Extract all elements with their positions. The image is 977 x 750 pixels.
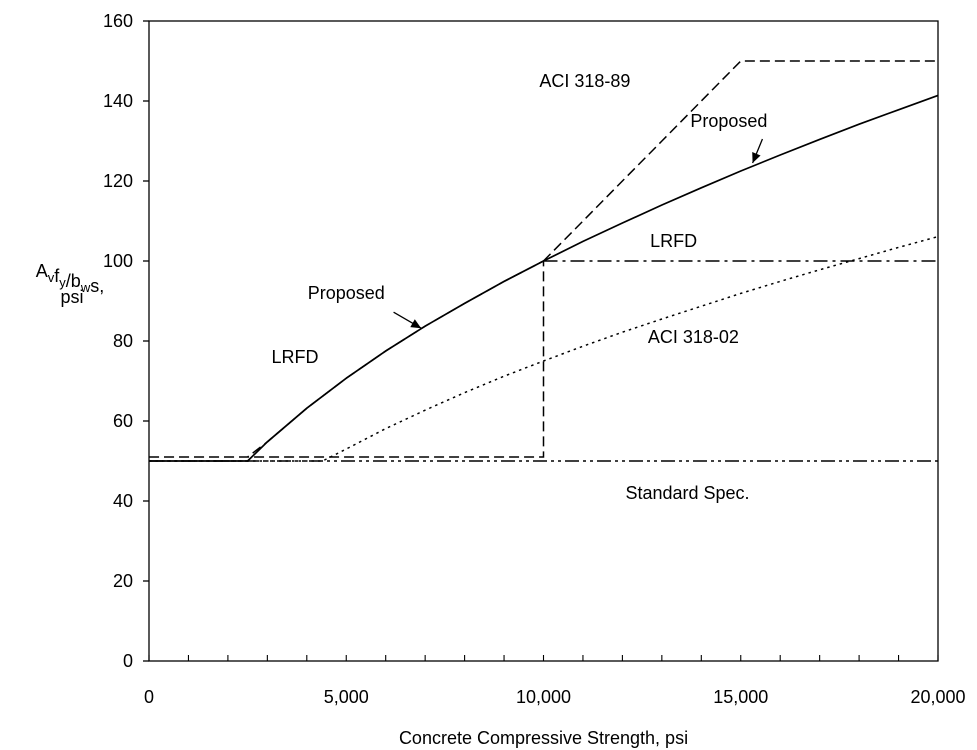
annotation-label: LRFD xyxy=(650,231,697,251)
plot-area xyxy=(143,20,939,662)
y-axis-label-unit: psi xyxy=(60,287,83,307)
x-tick-label: 20,000 xyxy=(910,687,965,707)
x-tick-label: 10,000 xyxy=(516,687,571,707)
y-tick-label: 140 xyxy=(103,91,133,111)
y-tick-label: 60 xyxy=(113,411,133,431)
annotation-label: LRFD xyxy=(271,347,318,367)
annotation-label: Proposed xyxy=(308,283,385,303)
y-tick-label: 160 xyxy=(103,11,133,31)
y-tick-label: 100 xyxy=(103,251,133,271)
annotation-label: Proposed xyxy=(690,111,767,131)
y-tick-label: 0 xyxy=(123,651,133,671)
y-tick-label: 40 xyxy=(113,491,133,511)
annotation-label: Standard Spec. xyxy=(625,483,749,503)
y-tick-label: 20 xyxy=(113,571,133,591)
series-line-lrfd-1 xyxy=(149,259,545,458)
x-axis-label: Concrete Compressive Strength, psi xyxy=(399,728,688,748)
annotation-label: ACI 318-89 xyxy=(539,71,630,91)
y-tick-label: 120 xyxy=(103,171,133,191)
annotation-label: ACI 318-02 xyxy=(648,327,739,347)
chart-labels: 0 20 40 60 80 100 120 140 160 0 5,000 10,000 15,000 2… xyxy=(36,11,966,748)
x-tick-label: 15,000 xyxy=(713,687,768,707)
chart-marks xyxy=(149,60,939,462)
annotation-arrowhead xyxy=(752,152,761,163)
series-line-aci-318-89-3 xyxy=(542,60,938,262)
x-tick-label: 5,000 xyxy=(324,687,369,707)
y-tick-label: 80 xyxy=(113,331,133,351)
y-axis-label: Avfy/bws, xyxy=(36,261,104,296)
annotation-arrowhead xyxy=(410,319,422,329)
x-tick-label: 0 xyxy=(144,687,154,707)
